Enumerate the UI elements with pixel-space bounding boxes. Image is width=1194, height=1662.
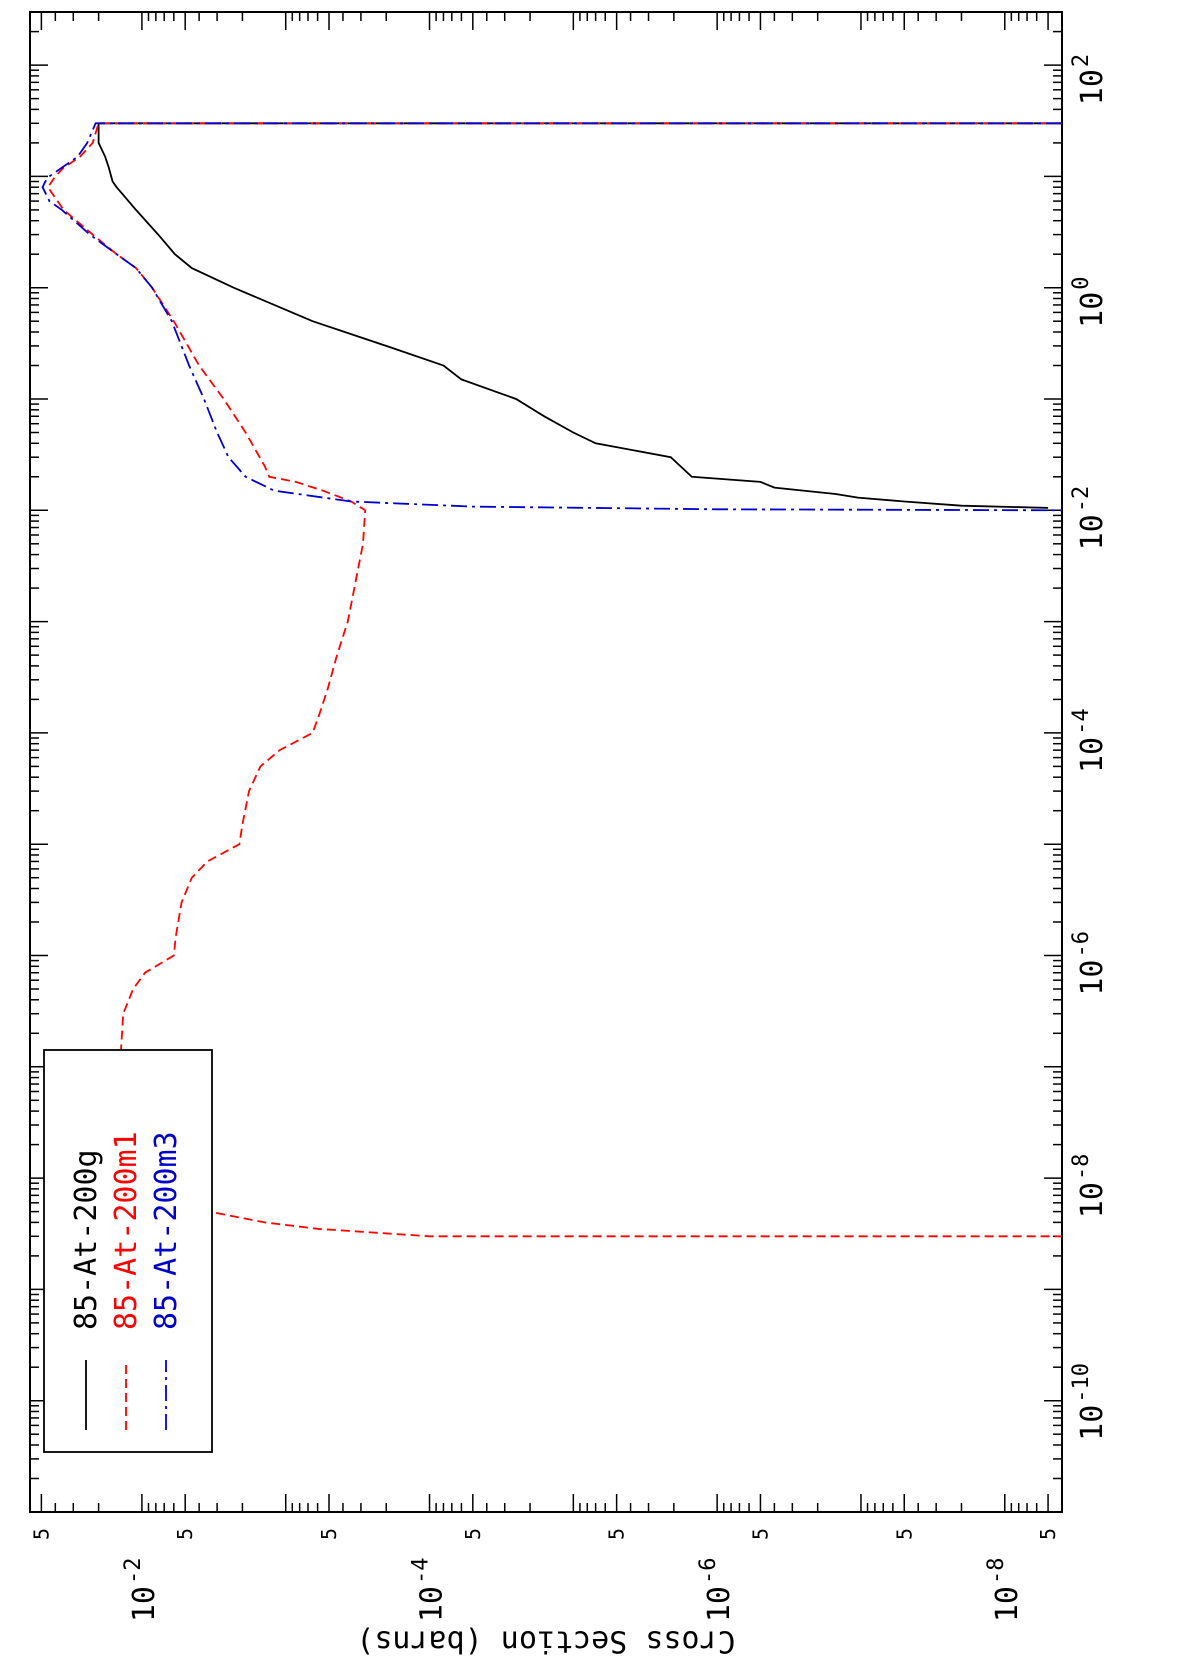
cross-section-minor-label-text: 5 bbox=[29, 1528, 53, 1540]
cross-section-minor-label: 5 bbox=[173, 1528, 197, 1540]
cross-section-tick-label: 10-8 bbox=[984, 1558, 1025, 1623]
energy-tick-label-exponent: -4 bbox=[1069, 708, 1094, 735]
cross-section-tick-label: 10-2 bbox=[121, 1558, 162, 1623]
legend-entry: 85-At-200m1 bbox=[109, 1131, 144, 1330]
energy-tick-label: 10-4 bbox=[1069, 708, 1110, 773]
legend-label-85-At-200m3: 85-At-200m3 bbox=[149, 1131, 184, 1330]
cross-section-minor-label: 5 bbox=[892, 1528, 916, 1540]
legend-entry: 85-At-200m3 bbox=[149, 1131, 184, 1330]
cross-section-minor-label: 5 bbox=[29, 1528, 53, 1540]
plot-frame bbox=[29, 11, 1063, 1513]
cross-section-minor-label-text: 5 bbox=[317, 1528, 341, 1540]
plot-border bbox=[29, 11, 1063, 1513]
y-axis-title: Cross Section (barns) bbox=[356, 1624, 735, 1659]
energy-tick-label-exponent: -8 bbox=[1069, 1154, 1094, 1181]
legend-entry: 85-At-200g bbox=[69, 1149, 104, 1330]
cross-section-tick-label: 10-4 bbox=[409, 1558, 450, 1623]
cross-section-minor-label: 5 bbox=[317, 1528, 341, 1540]
cross-section-tick-label-base: 10 bbox=[702, 1586, 737, 1622]
cross-section-tick-label-exponent: -4 bbox=[409, 1558, 434, 1585]
axis-titles: Cross Section (barns) bbox=[356, 1624, 735, 1659]
cross-section-minor-label-text: 5 bbox=[748, 1528, 772, 1540]
energy-tick-label-exponent: -2 bbox=[1069, 486, 1094, 512]
cross-section-minor-label-text: 5 bbox=[892, 1528, 916, 1540]
cross-section-tick-label-exponent: -8 bbox=[984, 1558, 1009, 1585]
legend-label-85-At-200g: 85-At-200g bbox=[69, 1149, 104, 1330]
energy-tick-label-base: 10 bbox=[1075, 960, 1110, 996]
energy-tick-label-base: 10 bbox=[1075, 292, 1110, 328]
legend-label-85-At-200m1: 85-At-200m1 bbox=[109, 1131, 144, 1330]
energy-tick-label-base: 10 bbox=[1075, 514, 1110, 550]
cross-section-tick-label-base: 10 bbox=[127, 1586, 162, 1622]
energy-tick-label: 10-10 bbox=[1069, 1363, 1110, 1441]
energy-tick-label: 10-2 bbox=[1069, 486, 1110, 551]
legend-box bbox=[43, 1049, 213, 1453]
energy-tick-label: 10-6 bbox=[1069, 931, 1110, 996]
energy-tick-label-base: 10 bbox=[1075, 69, 1110, 105]
energy-tick-label-exponent: 2 bbox=[1069, 54, 1094, 67]
cross-section-minor-label-text: 5 bbox=[173, 1528, 197, 1540]
energy-tick-label-base: 10 bbox=[1075, 1405, 1110, 1441]
energy-tick-label-exponent: 0 bbox=[1069, 276, 1094, 289]
cross-section-minor-label: 5 bbox=[1036, 1528, 1060, 1540]
cross-section-tick-label-base: 10 bbox=[990, 1586, 1025, 1622]
cross-section-minor-label: 5 bbox=[461, 1528, 485, 1540]
cross-section-minor-label: 5 bbox=[748, 1528, 772, 1540]
energy-tick-label-exponent: -10 bbox=[1069, 1363, 1094, 1403]
cross-section-axis-ticks: 10-210-410-610-85 5 5 5 5 5 5 5 bbox=[29, 12, 1063, 1623]
cross-section-minor-label-text: 5 bbox=[1036, 1528, 1060, 1540]
cross-section-tick-label-exponent: -2 bbox=[121, 1558, 146, 1585]
energy-tick-label: 100 bbox=[1069, 276, 1110, 327]
energy-tick-label-base: 10 bbox=[1075, 737, 1110, 773]
cross-section-tick-label-base: 10 bbox=[415, 1586, 450, 1622]
legend: 85-At-200g 85-At-200m1 85-At-200m3 bbox=[43, 1049, 213, 1453]
series-line-85-At-200g bbox=[97, 122, 1062, 509]
cross-section-tick-label: 10-6 bbox=[696, 1558, 737, 1623]
series-line-85-At-200m3 bbox=[41, 122, 1063, 512]
energy-tick-label: 10-8 bbox=[1069, 1154, 1110, 1219]
energy-tick-label-base: 10 bbox=[1075, 1182, 1110, 1218]
energy-tick-label-exponent: -6 bbox=[1069, 931, 1094, 958]
energy-tick-label: 102 bbox=[1069, 54, 1110, 105]
cross-section-minor-label-text: 5 bbox=[461, 1528, 485, 1540]
cross-section-minor-label: 5 bbox=[605, 1528, 629, 1540]
cross-section-tick-label-exponent: -6 bbox=[696, 1558, 721, 1585]
cross-section-minor-label-text: 5 bbox=[605, 1528, 629, 1540]
